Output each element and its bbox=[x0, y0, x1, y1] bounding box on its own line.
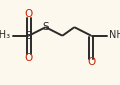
Text: S: S bbox=[42, 22, 49, 32]
Text: CH₃: CH₃ bbox=[0, 30, 10, 40]
Text: O: O bbox=[25, 9, 33, 19]
Text: O: O bbox=[25, 53, 33, 63]
Text: S: S bbox=[25, 31, 32, 41]
Text: NH₂: NH₂ bbox=[109, 30, 120, 40]
Text: O: O bbox=[87, 57, 95, 67]
